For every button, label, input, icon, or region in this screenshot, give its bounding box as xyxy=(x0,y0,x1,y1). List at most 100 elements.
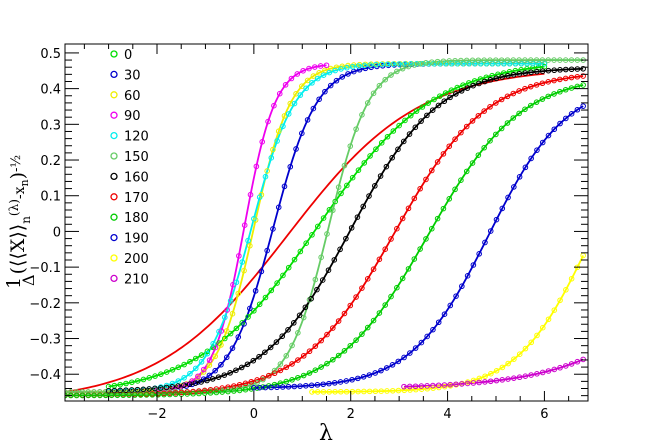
series-point-120 xyxy=(245,237,251,244)
series-point-160 xyxy=(227,370,233,376)
series-point-120 xyxy=(268,155,275,161)
series-point-190 xyxy=(528,155,534,162)
series-point-120 xyxy=(309,80,315,86)
series-point-0 xyxy=(291,256,298,263)
series-point-160 xyxy=(117,387,123,394)
series-point-90 xyxy=(218,328,225,334)
series-point-30 xyxy=(304,117,311,123)
series-point-120 xyxy=(251,215,257,222)
series-point-160 xyxy=(314,286,320,293)
series-point-180 xyxy=(254,385,260,391)
series-point-180 xyxy=(161,391,167,398)
series-point-210 xyxy=(499,377,506,383)
series-point-0 xyxy=(454,84,461,91)
series-point-170 xyxy=(557,76,563,83)
series-point-170 xyxy=(341,310,348,317)
series-point-190 xyxy=(476,251,482,257)
series-point-180 xyxy=(73,392,80,399)
series-point-170 xyxy=(493,100,499,106)
series-point-190 xyxy=(482,239,488,246)
series-point-200 xyxy=(326,389,333,395)
y-title-sub-n: n xyxy=(19,216,33,224)
series-point-190 xyxy=(285,383,292,390)
y-tick-label: −0.2 xyxy=(29,297,61,312)
series-point-160 xyxy=(447,94,453,101)
series-point-170 xyxy=(300,353,307,359)
series-point-120 xyxy=(373,61,379,68)
series-point-190 xyxy=(511,184,517,190)
series-point-190 xyxy=(534,147,540,153)
legend-label-180: 180 xyxy=(124,211,149,226)
series-point-150 xyxy=(399,65,406,72)
series-point-190 xyxy=(378,367,384,374)
series-point-160 xyxy=(198,379,204,385)
series-point-0 xyxy=(442,90,449,96)
legend-label-200: 200 xyxy=(124,252,149,267)
series-point-170 xyxy=(568,74,575,81)
series-point-0 xyxy=(361,160,368,166)
series-point-150 xyxy=(440,58,447,65)
series-point-90 xyxy=(206,357,213,364)
y-title-close: ) xyxy=(7,172,29,179)
series-point-0 xyxy=(460,82,466,88)
series-point-180 xyxy=(236,387,243,394)
series-point-160 xyxy=(568,66,575,73)
series-point-150 xyxy=(405,63,412,70)
series-point-90 xyxy=(253,163,260,170)
series-point-190 xyxy=(505,194,511,201)
series-point-0 xyxy=(344,182,350,189)
legend-label-210: 210 xyxy=(124,272,149,287)
series-point-120 xyxy=(402,61,408,67)
series-point-210 xyxy=(424,383,430,389)
series-point-150 xyxy=(446,58,453,64)
series-point-160 xyxy=(429,107,436,113)
series-point-160 xyxy=(545,67,552,74)
series-point-200 xyxy=(355,388,361,395)
series-point-180 xyxy=(405,266,412,272)
series-point-180 xyxy=(434,215,441,222)
y-title-minus: -x xyxy=(12,186,28,199)
series-point-210 xyxy=(568,361,575,367)
series-point-170 xyxy=(353,294,359,300)
series-point-0 xyxy=(152,373,158,379)
series-point-210 xyxy=(522,373,529,379)
series-point-160 xyxy=(209,376,216,382)
series-point-190 xyxy=(539,139,546,146)
series-point-0 xyxy=(431,96,437,103)
series-point-190 xyxy=(314,382,321,388)
series-point-180 xyxy=(539,96,546,102)
series-point-170 xyxy=(364,276,371,282)
series-point-0 xyxy=(355,167,362,173)
x-axis-title: λ xyxy=(319,421,333,445)
y-title-frac: 1 xyxy=(3,277,25,289)
series-point-170 xyxy=(510,90,517,97)
series-point-200 xyxy=(395,387,402,394)
y-tick-label: 0.1 xyxy=(40,190,61,205)
series-point-210 xyxy=(412,383,419,390)
series-point-180 xyxy=(324,360,330,367)
series-point-150 xyxy=(498,57,505,63)
series-point-120 xyxy=(344,64,350,71)
series-point-170 xyxy=(190,388,196,395)
series-point-60 xyxy=(235,290,242,297)
series-point-120 xyxy=(169,380,176,387)
series-line-200 xyxy=(311,255,584,393)
series-point-30 xyxy=(362,65,369,72)
series-point-0 xyxy=(396,122,402,129)
series-point-190 xyxy=(435,319,442,326)
series-point-160 xyxy=(308,295,314,302)
series-point-180 xyxy=(469,160,476,166)
series-point-190 xyxy=(268,384,274,391)
series-point-160 xyxy=(360,203,367,210)
series-point-190 xyxy=(516,174,523,180)
series-point-150 xyxy=(225,386,231,393)
series-point-0 xyxy=(413,108,420,114)
series-point-180 xyxy=(527,102,534,109)
series-point-180 xyxy=(545,93,552,100)
series-point-170 xyxy=(236,381,243,388)
series-point-0 xyxy=(471,78,478,84)
series-point-190 xyxy=(395,358,402,365)
series-point-200 xyxy=(320,389,327,395)
series-points xyxy=(65,57,586,399)
series-point-190 xyxy=(453,293,459,299)
